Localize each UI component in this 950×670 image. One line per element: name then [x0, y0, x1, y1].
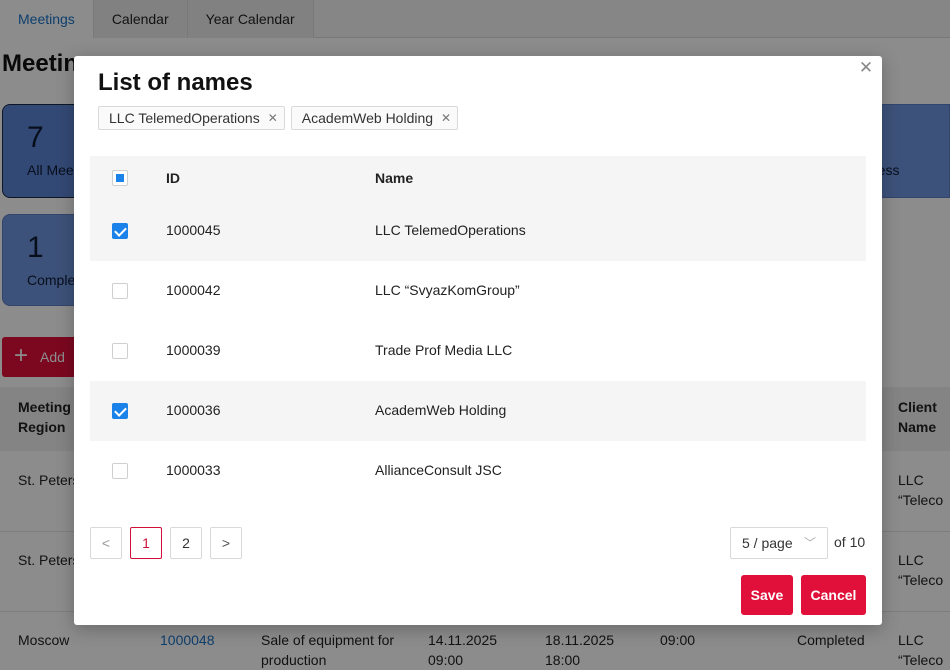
row-checkbox[interactable]: [112, 283, 128, 299]
selected-chips: LLC TelemedOperations ✕ AcademWeb Holdin…: [98, 106, 459, 130]
stat-card-number: 7: [27, 121, 44, 154]
page-size-select[interactable]: 5 / page ﹀: [730, 527, 828, 559]
names-table: ID Name 1000045 LLC TelemedOperations 10…: [90, 156, 866, 501]
page-title: Meetin: [2, 50, 79, 77]
row-region: St. Peters: [18, 552, 80, 568]
row-end-date: 18.11.2025 18:00: [545, 632, 615, 668]
add-button-label: Add: [40, 349, 65, 365]
stat-card-label: All Mee: [27, 162, 74, 178]
total-pages-label: of 10: [834, 534, 866, 550]
selected-chip: LLC TelemedOperations ✕: [98, 106, 285, 130]
tab-bar: Meetings Calendar Year Calendar: [0, 0, 950, 38]
row-checkbox[interactable]: [112, 223, 128, 239]
row-name: Trade Prof Media LLC: [375, 342, 513, 358]
row-start-date: 14.11.2025 09:00: [428, 632, 498, 668]
row-id: 1000033: [166, 462, 221, 478]
row-client: LLC “Teleco: [898, 552, 944, 588]
row-checkbox[interactable]: [112, 463, 128, 479]
chip-label: AcademWeb Holding: [301, 110, 434, 126]
next-page-button[interactable]: >: [210, 527, 242, 559]
row-subject: Sale of equipment for production: [261, 632, 395, 668]
select-all-checkbox[interactable]: [112, 170, 128, 186]
page-button-2[interactable]: 2: [170, 527, 202, 559]
table-row[interactable]: 1000042 LLC “SvyazKomGroup”: [90, 261, 866, 321]
row-id: 1000042: [166, 282, 221, 298]
row-meeting-id-link[interactable]: 1000048: [160, 632, 215, 648]
column-header-client: Client Name: [898, 399, 937, 435]
close-icon[interactable]: ✕: [858, 58, 874, 77]
stat-card-label: Comple: [27, 272, 76, 288]
table-row[interactable]: 1000045 LLC TelemedOperations: [90, 201, 866, 261]
stat-card-number: 1: [27, 231, 44, 264]
page-size-value: 5 / page: [742, 535, 793, 551]
row-name: LLC TelemedOperations: [375, 222, 526, 238]
row-time: 09:00: [660, 632, 696, 648]
chip-remove-icon[interactable]: ✕: [267, 111, 278, 125]
row-region: Moscow: [18, 632, 70, 648]
chip-label: LLC TelemedOperations: [109, 110, 260, 126]
row-client: LLC “Teleco: [898, 632, 944, 668]
row-checkbox[interactable]: [112, 343, 128, 359]
page-button-1[interactable]: 1: [130, 527, 162, 559]
save-button[interactable]: Save: [741, 575, 793, 615]
table-row[interactable]: 1000033 AllianceConsult JSC: [90, 441, 866, 501]
table-row[interactable]: 1000036 AcademWeb Holding: [90, 381, 866, 441]
row-id: 1000039: [166, 342, 221, 358]
row-name: AcademWeb Holding: [375, 402, 507, 418]
pagination: < 1 2 >: [90, 527, 242, 559]
row-name: AllianceConsult JSC: [375, 462, 502, 478]
column-header-id: ID: [166, 170, 180, 186]
modal-title: List of names: [98, 69, 253, 96]
tab-meetings[interactable]: Meetings: [0, 0, 94, 38]
row-region: St. Peters: [18, 472, 80, 488]
list-of-names-modal: ✕ List of names LLC TelemedOperations ✕ …: [74, 56, 882, 625]
row-client: LLC “Teleco: [898, 472, 944, 508]
chip-remove-icon[interactable]: ✕: [441, 111, 452, 125]
row-name: LLC “SvyazKomGroup”: [375, 282, 520, 298]
table-row[interactable]: 1000039 Trade Prof Media LLC: [90, 321, 866, 381]
selected-chip: AcademWeb Holding ✕: [290, 106, 459, 130]
column-header-name: Name: [375, 170, 414, 186]
row-id: 1000036: [166, 402, 221, 418]
tab-calendar[interactable]: Calendar: [93, 0, 188, 38]
cancel-button[interactable]: Cancel: [801, 575, 866, 615]
row-checkbox[interactable]: [112, 403, 128, 419]
tab-year-calendar[interactable]: Year Calendar: [187, 0, 314, 38]
prev-page-button[interactable]: <: [90, 527, 122, 559]
table-header-row: ID Name: [90, 156, 866, 201]
row-status: Completed: [797, 632, 865, 648]
column-header-region: Meeting Region: [18, 399, 71, 435]
chevron-down-icon: ﹀: [803, 536, 816, 550]
row-id: 1000045: [166, 222, 221, 238]
plus-icon: +: [14, 342, 29, 369]
